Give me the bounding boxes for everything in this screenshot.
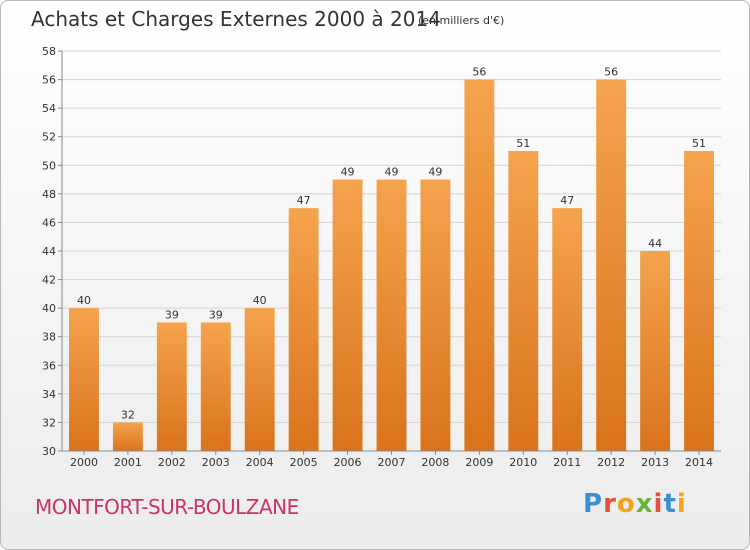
logo-letter: P — [583, 489, 604, 519]
x-tick-label: 2010 — [509, 456, 537, 469]
data-label-2002: 39 — [165, 308, 179, 321]
data-label-2004: 40 — [253, 294, 267, 307]
data-label-2001: 32 — [121, 408, 135, 421]
x-tick-label: 2013 — [641, 456, 669, 469]
x-tick-label: 2000 — [70, 456, 98, 469]
x-tick-label: 2014 — [685, 456, 713, 469]
bar-2011 — [552, 208, 583, 451]
logo-letter: i — [676, 489, 687, 519]
x-tick-label: 2004 — [246, 456, 274, 469]
bar-2012 — [596, 79, 627, 452]
x-tick-label: 2009 — [465, 456, 493, 469]
data-label-2003: 39 — [209, 308, 223, 321]
data-label-2005: 47 — [297, 194, 311, 207]
data-label-2012: 56 — [604, 66, 618, 79]
bar-2001 — [112, 422, 143, 451]
y-tick-label: 30 — [42, 445, 56, 458]
bar-2007 — [376, 179, 407, 452]
x-tick-label: 2001 — [114, 456, 142, 469]
y-tick-label: 54 — [42, 102, 56, 115]
y-tick-label: 36 — [42, 359, 56, 372]
chart-subtitle: (en milliers d'€) — [418, 14, 505, 27]
bar-2000 — [69, 308, 99, 451]
y-tick-label: 32 — [42, 416, 56, 429]
data-label-2014: 51 — [692, 137, 706, 150]
y-tick-label: 42 — [42, 274, 56, 287]
y-tick-label: 48 — [42, 188, 56, 201]
bar-2002 — [156, 322, 187, 451]
data-label-2000: 40 — [77, 294, 91, 307]
bar-2004 — [244, 308, 275, 451]
x-tick-label: 2002 — [158, 456, 186, 469]
logo-letter: i — [653, 489, 664, 519]
y-tick-label: 56 — [42, 74, 56, 87]
bar-2005 — [288, 208, 319, 451]
y-tick-label: 38 — [42, 331, 56, 344]
y-tick-label: 40 — [42, 302, 56, 315]
y-tick-label: 44 — [42, 245, 56, 258]
proxiti-logo: Proxiti — [583, 489, 687, 519]
bar-2006 — [332, 179, 363, 452]
y-tick-label: 50 — [42, 159, 56, 172]
y-tick-label: 34 — [42, 388, 56, 401]
x-tick-label: 2005 — [290, 456, 318, 469]
logo-letter: x — [635, 489, 654, 519]
x-tick-label: 2011 — [553, 456, 581, 469]
bar-2013 — [640, 251, 671, 451]
x-tick-label: 2012 — [597, 456, 625, 469]
x-tick-label: 2003 — [202, 456, 230, 469]
data-label-2007: 49 — [385, 166, 399, 179]
y-tick-label: 52 — [42, 131, 56, 144]
bar-2010 — [508, 151, 539, 451]
bar-2003 — [200, 322, 231, 451]
data-label-2008: 49 — [428, 166, 442, 179]
data-label-2011: 47 — [560, 194, 574, 207]
logo-letter: r — [603, 489, 617, 519]
logo-letter: t — [663, 489, 677, 519]
commune-name: MONTFORT-SUR-BOULZANE — [35, 495, 299, 519]
logo-letter: o — [616, 489, 636, 519]
data-label-2006: 49 — [341, 166, 355, 179]
bar-2008 — [420, 179, 451, 452]
chart-title: Achats et Charges Externes 2000 à 2014 — [31, 7, 441, 31]
y-tick-label: 58 — [42, 45, 56, 58]
y-tick-label: 46 — [42, 216, 56, 229]
x-tick-label: 2007 — [378, 456, 406, 469]
x-tick-label: 2006 — [334, 456, 362, 469]
data-label-2013: 44 — [648, 237, 662, 250]
bar-2014 — [684, 151, 714, 451]
data-label-2010: 51 — [516, 137, 530, 150]
x-tick-label: 2008 — [421, 456, 449, 469]
data-label-2009: 56 — [472, 66, 486, 79]
bar-2009 — [464, 79, 495, 452]
